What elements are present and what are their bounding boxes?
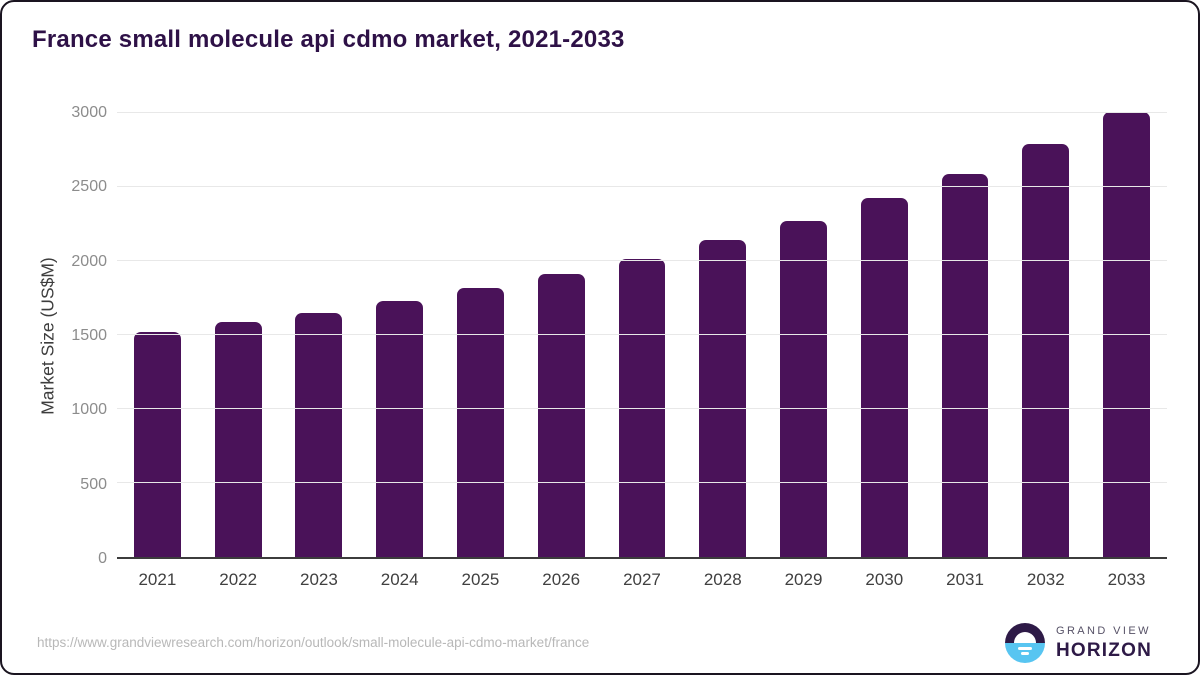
x-tick-label-2024: 2024: [380, 570, 419, 589]
bar-slot: [1086, 112, 1167, 557]
logo-brand-name: GRAND VIEW: [1055, 625, 1151, 637]
bar-slot: [117, 113, 198, 557]
bar-slot: [359, 113, 440, 557]
y-axis-ticks: 0 500 1000 1500 2000 2500 3000: [2, 104, 107, 567]
bar-2025[interactable]: [457, 287, 504, 557]
reflection-dash: [1017, 647, 1032, 650]
bar-2031[interactable]: [941, 173, 989, 557]
bar-2027[interactable]: [618, 258, 666, 557]
source-url: https://www.grandviewresearch.com/horizo…: [37, 635, 590, 650]
gridline: [117, 186, 1167, 187]
x-tick-label-2022: 2022: [219, 570, 258, 589]
x-tick-label-2025: 2025: [461, 570, 500, 589]
sun-shape: [1013, 632, 1036, 643]
bar-slot: [763, 113, 844, 557]
y-tick-label: 2500: [71, 178, 107, 196]
bar-slot: [1005, 113, 1086, 557]
gridline: [117, 112, 1167, 113]
gridline: [117, 482, 1167, 484]
horizon-sunrise-icon: [1004, 623, 1045, 663]
x-tick-label-2029: 2029: [784, 570, 823, 589]
logo-text: GRAND VIEW HORIZON: [1055, 625, 1152, 661]
bars-container: [117, 112, 1167, 557]
x-axis-ticks: 2021 2022 2023 2024 2025 2026 2027 2028 2029 2030…: [117, 570, 1167, 590]
grand-view-horizon-logo: GRAND VIEW HORIZON: [1004, 623, 1152, 663]
x-tick-label-2027: 2027: [623, 570, 661, 589]
y-tick-label: 2000: [71, 252, 107, 270]
bar-2030[interactable]: [860, 198, 908, 557]
bar-2028[interactable]: [699, 240, 747, 557]
x-tick-label-2028: 2028: [703, 570, 742, 589]
chart-title: France small molecule api cdmo market, 2…: [32, 26, 625, 53]
logo-product-name: HORIZON: [1055, 640, 1152, 661]
bar-slot: [682, 113, 763, 557]
x-tick-label-2021: 2021: [138, 570, 177, 589]
bar-2024[interactable]: [376, 300, 424, 557]
bar-slot: [844, 113, 925, 557]
x-tick-label-2032: 2032: [1026, 570, 1065, 589]
x-tick-label-2030: 2030: [865, 570, 904, 589]
y-tick-label: 1500: [71, 327, 107, 344]
bar-slot: [925, 113, 1006, 557]
gridline: [117, 334, 1167, 335]
bar-2029[interactable]: [780, 221, 827, 557]
plot-area: [117, 112, 1167, 559]
bar-2023[interactable]: [295, 312, 343, 557]
reflection-dash: [1020, 652, 1029, 655]
gridline: [117, 260, 1167, 262]
x-tick-label-2023: 2023: [300, 570, 338, 589]
gridline: [117, 408, 1167, 410]
x-tick-label-2026: 2026: [542, 570, 581, 589]
y-tick-label: 3000: [71, 104, 107, 121]
x-tick-label-2031: 2031: [946, 570, 984, 589]
bar-slot: [521, 113, 602, 557]
bar-slot: [198, 113, 279, 557]
bar-slot: [602, 113, 683, 557]
bar-2032[interactable]: [1022, 144, 1070, 557]
y-tick-label: 500: [80, 475, 107, 493]
y-tick-label: 0: [98, 550, 107, 567]
bar-slot: [279, 113, 360, 557]
bar-2026[interactable]: [537, 274, 585, 557]
bar-slot: [440, 113, 521, 557]
bar-2022[interactable]: [214, 322, 262, 557]
x-tick-label-2033: 2033: [1107, 570, 1146, 589]
y-tick-label: 1000: [71, 401, 107, 419]
bar-2021[interactable]: [133, 332, 181, 557]
